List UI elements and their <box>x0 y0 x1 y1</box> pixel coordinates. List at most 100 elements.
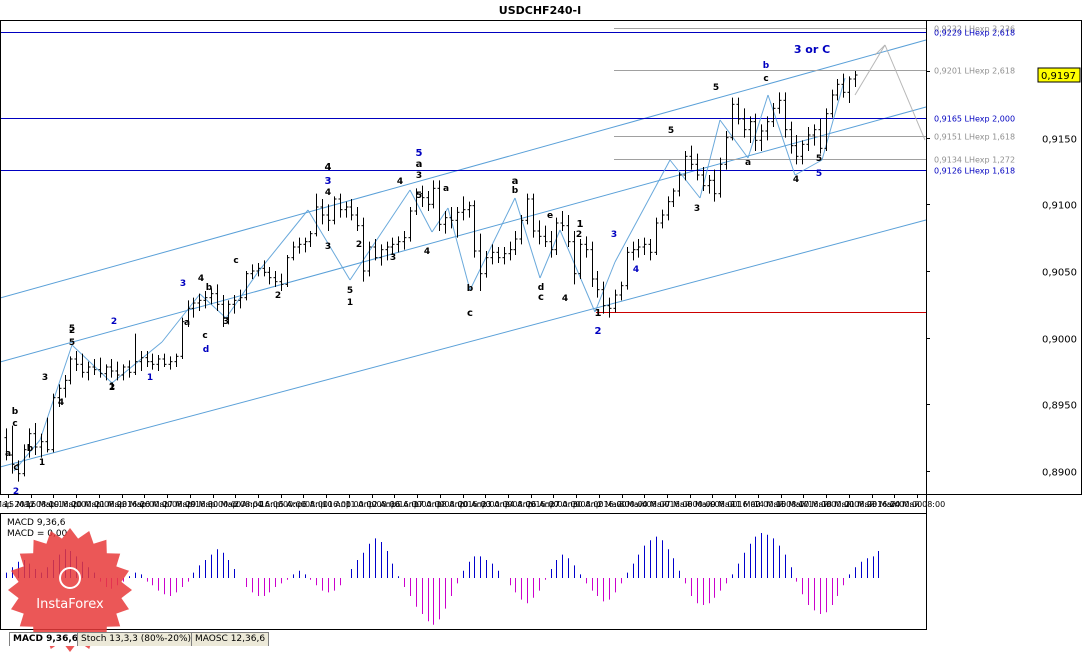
ohlc-bar <box>753 113 758 151</box>
ohlc-bar <box>695 153 700 181</box>
ohlc-bar <box>115 361 120 381</box>
wave-label: 4 <box>424 247 430 257</box>
ohlc-bar <box>835 79 840 101</box>
ohlc-bar <box>156 355 161 371</box>
time-tick-label: 29 Мар 00:00 <box>186 500 241 509</box>
ohlc-bar <box>718 157 723 198</box>
wave-label: 3 <box>611 230 617 240</box>
ohlc-bar <box>303 237 308 253</box>
ohlc-bar <box>221 295 226 327</box>
wave-label: 3 <box>325 176 332 187</box>
ohlc-bar <box>297 237 302 254</box>
time-tick-label: 5 Апр 08:00 <box>279 500 328 509</box>
ohlc-bar <box>244 271 249 301</box>
ohlc-bar <box>57 384 62 407</box>
time-tick-label: 30 Апр 16:00 <box>572 500 626 509</box>
ohlc-bar <box>543 225 548 247</box>
ohlc-bar <box>765 116 770 141</box>
ohlc-bar <box>519 215 524 245</box>
time-tick-label: 14 Мар 2012 <box>0 500 35 509</box>
time-tick-label: 26 Апр 00:00 <box>526 500 580 509</box>
wave-label: 2 <box>69 326 75 336</box>
wave-label: a <box>5 449 11 459</box>
ohlc-bar <box>437 180 442 231</box>
wave-label: 2 <box>356 240 362 250</box>
wave-label: 1 <box>109 382 115 392</box>
ohlc-bar <box>531 193 536 238</box>
tab-stoch[interactable]: Stoch 13,3,3 (80%-20%) <box>77 632 196 646</box>
ohlc-bar <box>502 247 507 265</box>
ohlc-bar <box>455 207 460 238</box>
level-label: 0,9134 LHexp 1,272 <box>934 156 1015 165</box>
ohlc-bar <box>291 241 296 261</box>
tab-macd[interactable]: MACD 9,36,6 <box>9 632 83 646</box>
wave-label: b <box>467 284 474 294</box>
ohlc-bar <box>390 237 395 255</box>
ohlc-bar <box>748 116 753 143</box>
wave-label: a <box>416 159 423 170</box>
ohlc-bar <box>127 360 132 378</box>
wave-label: 5 <box>816 169 822 179</box>
wave-label: a <box>512 176 519 187</box>
time-tick-label: 4 Апр 00:00 <box>257 500 306 509</box>
ohlc-bar <box>847 76 852 103</box>
ohlc-bar <box>513 231 518 255</box>
ohlc-bar <box>490 244 495 265</box>
ohlc-bar <box>314 193 319 237</box>
ohlc-bar <box>180 317 185 359</box>
wave-label: 5 <box>69 338 75 348</box>
ohlc-bar <box>771 103 776 127</box>
ohlc-bar <box>777 92 782 114</box>
time-tick-label: 8 Май 08:00 <box>687 500 737 509</box>
ohlc-bar <box>197 293 202 311</box>
ohlc-bar <box>689 145 694 170</box>
ohlc-bar <box>525 193 530 225</box>
ohlc-bar <box>320 199 325 225</box>
watermark-logo-icon <box>59 567 81 589</box>
price-tick-label: 0,8900 <box>1042 468 1077 479</box>
ohlc-bar <box>45 417 50 453</box>
ohlc-bar <box>472 200 477 258</box>
ohlc-bar <box>420 185 425 207</box>
ohlc-bar <box>654 217 659 255</box>
wave-label: c <box>12 419 17 429</box>
ohlc-bar <box>238 289 243 309</box>
ohlc-bar <box>186 300 191 327</box>
ohlc-bar <box>736 97 741 125</box>
ohlc-bar <box>789 121 794 154</box>
time-tick-label: 11 Май 00:00 <box>731 500 786 509</box>
ohlc-bar <box>414 188 419 215</box>
ohlc-bar <box>449 207 454 229</box>
ohlc-bar <box>203 291 208 309</box>
ohlc-bar <box>22 444 27 477</box>
wave-label: 4 <box>325 188 331 198</box>
time-tick-label: 24 Апр 16:00 <box>504 500 558 509</box>
ohlc-bar <box>379 244 384 266</box>
wave-label: 2 <box>275 291 281 301</box>
time-tick-label: 18 Апр 16:00 <box>436 500 490 509</box>
ohlc-bar <box>560 211 565 231</box>
wave-label: 3 <box>694 204 700 214</box>
ohlc-bar <box>308 231 313 247</box>
tab-maosc[interactable]: MAOSC 12,36,6 <box>191 632 270 646</box>
ohlc-bar <box>10 425 15 474</box>
time-tick-label: 16 Мар 16:00 <box>26 500 81 509</box>
level-label: 0,9126 LHexp 1,618 <box>934 167 1015 176</box>
trend-channel-line <box>0 106 927 363</box>
price-tick-label: 0,9050 <box>1042 268 1077 279</box>
ohlc-bar <box>853 71 858 87</box>
time-tick-label: 30 Мар 08:00 <box>208 500 263 509</box>
ohlc-bar <box>262 260 267 277</box>
wave-line <box>71 344 113 384</box>
wave-label: 2 <box>595 326 602 337</box>
ohlc-bar <box>660 209 665 229</box>
wave-label: 3 <box>390 253 396 263</box>
ohlc-bar <box>109 359 114 378</box>
ohlc-bar <box>139 351 144 371</box>
ohlc-bar <box>666 196 671 221</box>
price-tick-label: 0,8950 <box>1042 401 1077 412</box>
ohlc-bar <box>16 460 21 482</box>
ohlc-bar <box>478 233 483 291</box>
wave-line <box>469 197 516 291</box>
